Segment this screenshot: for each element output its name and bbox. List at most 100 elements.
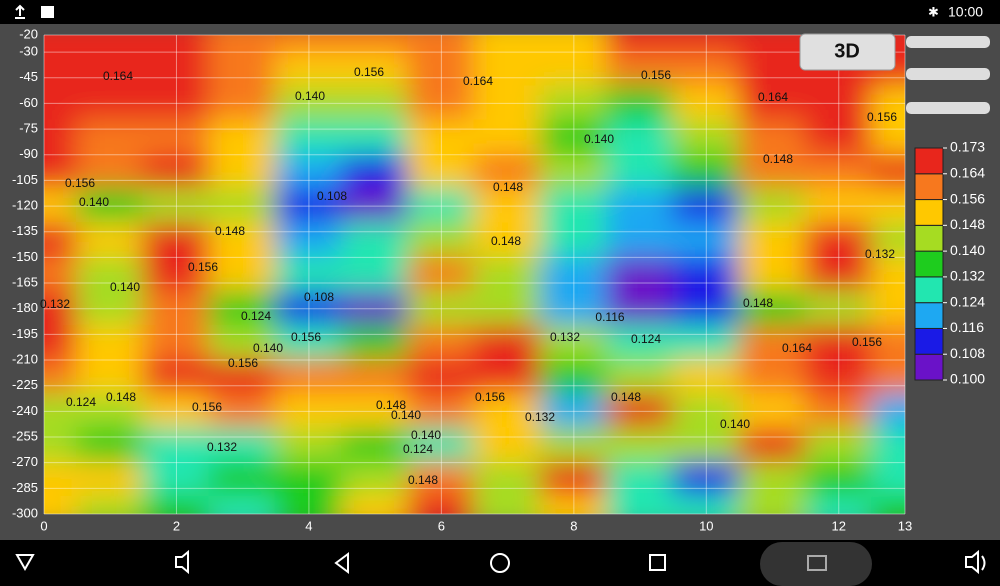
contour-label: 0.156 bbox=[641, 68, 671, 82]
field-cell bbox=[407, 153, 476, 190]
x-tick-label: 2 bbox=[173, 518, 180, 533]
field-cell bbox=[473, 427, 542, 464]
field-cell bbox=[274, 256, 344, 293]
contour-label: 0.140 bbox=[720, 417, 750, 431]
y-tick-label: -120 bbox=[12, 198, 38, 213]
field-cell bbox=[208, 222, 277, 259]
field-cell bbox=[672, 461, 741, 498]
field-cell bbox=[76, 222, 145, 259]
field-cell bbox=[473, 359, 542, 396]
screenshot-icon[interactable] bbox=[807, 555, 827, 571]
contour-label: 0.140 bbox=[110, 280, 140, 294]
field-cell bbox=[738, 359, 807, 396]
contour-label: 0.124 bbox=[403, 442, 433, 456]
field-cell bbox=[44, 324, 79, 362]
legend-label: 0.148 bbox=[950, 216, 985, 232]
contour-label: 0.132 bbox=[550, 330, 580, 344]
field-cell bbox=[870, 461, 905, 498]
screenshot-button[interactable] bbox=[760, 542, 872, 586]
field-cell bbox=[76, 290, 145, 327]
field-cell bbox=[407, 222, 476, 259]
field-cell bbox=[738, 324, 807, 362]
field-cell bbox=[605, 187, 675, 225]
field-cell bbox=[341, 35, 410, 54]
field-cell bbox=[76, 256, 145, 293]
status-time: 10:00 bbox=[948, 4, 983, 20]
field-cell bbox=[341, 153, 410, 190]
field-cell bbox=[804, 427, 873, 464]
menu-bar[interactable] bbox=[906, 36, 990, 48]
field-cell bbox=[672, 427, 741, 464]
field-cell bbox=[870, 359, 905, 396]
contour-label: 0.156 bbox=[291, 330, 321, 344]
field-cell bbox=[274, 51, 344, 88]
field-cell bbox=[605, 222, 675, 259]
field-cell bbox=[539, 427, 608, 464]
field-cell bbox=[738, 495, 807, 514]
field-cell bbox=[539, 461, 608, 498]
field-cell bbox=[274, 222, 344, 259]
field-cell bbox=[672, 290, 741, 327]
nav-back[interactable] bbox=[334, 552, 349, 574]
field-cell bbox=[407, 359, 476, 396]
x-tick-label: 13 bbox=[898, 518, 912, 533]
y-tick-label: -165 bbox=[12, 274, 38, 289]
field-cell bbox=[76, 51, 145, 88]
volume-up[interactable] bbox=[965, 549, 986, 575]
field-cell bbox=[44, 153, 79, 190]
legend-label: 0.164 bbox=[950, 164, 985, 180]
legend-label: 0.116 bbox=[950, 319, 984, 335]
field-cell bbox=[738, 119, 807, 156]
image-icon bbox=[41, 6, 54, 18]
nav-recent[interactable] bbox=[649, 554, 666, 571]
contour-label: 0.148 bbox=[215, 224, 245, 238]
y-tick-label: -285 bbox=[12, 480, 38, 495]
contour-label: 0.148 bbox=[493, 180, 523, 194]
field-cell bbox=[341, 85, 410, 122]
field-cell bbox=[44, 35, 79, 54]
upload-icon bbox=[15, 4, 25, 19]
field-cell bbox=[672, 35, 741, 54]
field-cell bbox=[738, 85, 807, 122]
y-tick-label: -255 bbox=[12, 428, 38, 443]
y-tick-label: -105 bbox=[12, 172, 38, 187]
contour-label: 0.132 bbox=[40, 297, 70, 311]
field-cell bbox=[473, 51, 542, 88]
y-tick-label: -150 bbox=[12, 249, 38, 264]
3d-button-label[interactable]: 3D bbox=[834, 40, 860, 62]
field-cell bbox=[341, 222, 410, 259]
contour-label: 0.132 bbox=[525, 410, 555, 424]
y-tick-label: -45 bbox=[19, 69, 38, 84]
field-cell bbox=[870, 119, 905, 156]
contour-label: 0.156 bbox=[192, 400, 222, 414]
field-cell bbox=[208, 290, 277, 327]
menu-bar[interactable] bbox=[906, 102, 990, 114]
field-cell bbox=[804, 495, 873, 514]
legend-swatch bbox=[914, 173, 944, 201]
field-cell bbox=[870, 85, 905, 122]
contour-label: 0.164 bbox=[103, 69, 133, 83]
field-cell bbox=[804, 359, 873, 396]
contour-label: 0.124 bbox=[241, 309, 271, 323]
menu-bar[interactable] bbox=[906, 68, 990, 80]
field-cell bbox=[539, 359, 608, 396]
nav-home[interactable] bbox=[490, 553, 510, 573]
x-tick-label: 8 bbox=[570, 518, 577, 533]
volume-down[interactable] bbox=[175, 549, 189, 575]
contour-label: 0.156 bbox=[188, 260, 218, 274]
field-cell bbox=[672, 393, 741, 430]
field-cell bbox=[672, 222, 741, 259]
y-tick-label: -75 bbox=[19, 121, 38, 136]
field-cell bbox=[274, 153, 344, 190]
field-cell bbox=[142, 222, 211, 259]
nav-down[interactable] bbox=[15, 554, 35, 572]
contour-label: 0.148 bbox=[106, 390, 136, 404]
y-tick-label: -180 bbox=[12, 300, 38, 315]
field-cell bbox=[672, 85, 741, 122]
x-tick-label: 4 bbox=[305, 518, 312, 533]
3d-button[interactable] bbox=[799, 33, 896, 71]
contour-label: 0.124 bbox=[66, 395, 96, 409]
field-cell bbox=[407, 51, 476, 88]
field-cell bbox=[44, 51, 79, 88]
